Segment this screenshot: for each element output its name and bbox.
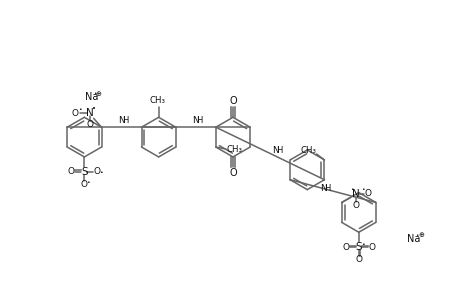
Text: CH₃: CH₃ bbox=[300, 146, 316, 154]
Text: N: N bbox=[351, 189, 358, 199]
Text: •: • bbox=[86, 180, 90, 185]
Text: S: S bbox=[355, 242, 361, 252]
Text: O: O bbox=[71, 109, 78, 118]
Text: •: • bbox=[349, 187, 353, 192]
Text: O: O bbox=[351, 201, 358, 210]
Text: O: O bbox=[81, 180, 88, 189]
Text: O: O bbox=[364, 189, 371, 198]
Text: O: O bbox=[367, 243, 375, 252]
Text: O: O bbox=[86, 120, 93, 129]
Text: CH₃: CH₃ bbox=[149, 96, 165, 105]
Text: H: H bbox=[122, 116, 129, 125]
Text: O: O bbox=[229, 97, 236, 106]
Text: O: O bbox=[229, 168, 236, 178]
Text: Na: Na bbox=[85, 92, 98, 103]
Text: •: • bbox=[93, 91, 96, 96]
Text: O: O bbox=[68, 167, 75, 176]
Text: N: N bbox=[118, 116, 124, 125]
Text: Na: Na bbox=[406, 234, 419, 244]
Text: O: O bbox=[341, 243, 349, 252]
Text: N: N bbox=[85, 108, 93, 118]
Text: •: • bbox=[99, 170, 103, 175]
Text: •: • bbox=[91, 106, 95, 112]
Text: •: • bbox=[361, 187, 364, 192]
Text: H: H bbox=[275, 146, 282, 155]
Text: ⊕: ⊕ bbox=[417, 232, 423, 238]
Text: •: • bbox=[414, 233, 418, 238]
Text: S: S bbox=[81, 167, 88, 177]
Text: •: • bbox=[78, 107, 81, 112]
Text: ⊕: ⊕ bbox=[95, 91, 101, 97]
Text: H: H bbox=[323, 184, 330, 193]
Text: O: O bbox=[354, 256, 362, 265]
Text: H: H bbox=[196, 116, 202, 125]
Text: O: O bbox=[94, 167, 101, 176]
Text: •: • bbox=[360, 242, 364, 247]
Text: N: N bbox=[192, 116, 199, 125]
Text: CH₃: CH₃ bbox=[226, 145, 242, 154]
Text: N: N bbox=[319, 184, 326, 193]
Text: N: N bbox=[271, 146, 278, 155]
